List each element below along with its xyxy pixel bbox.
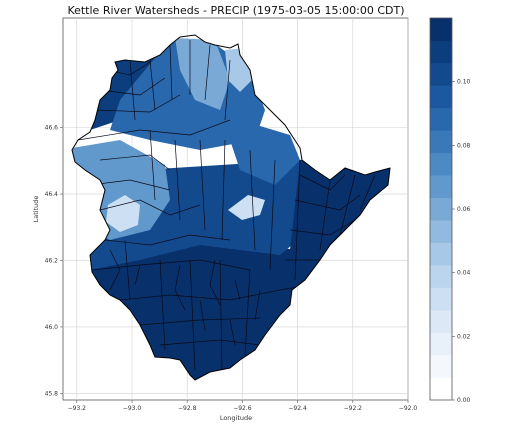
colorbar-swatch — [430, 242, 452, 266]
x-axis-ticks: −93.2 −93.0 −92.8 −92.6 −92.4 −92.2 −92.0 — [68, 400, 418, 412]
region-west-light-pocket — [106, 195, 140, 232]
y-tick-label: 45.8 — [45, 390, 59, 397]
region-north-upper-lobe — [110, 40, 265, 150]
colorbar-tick-label: 0.10 — [457, 79, 471, 86]
colorbar-tick-label: 0.06 — [457, 206, 471, 213]
region-center-light-pocket — [228, 195, 265, 220]
colorbar-swatch — [430, 287, 452, 311]
y-tick-label: 46.6 — [45, 125, 59, 132]
colorbar-swatch — [430, 152, 452, 176]
x-tick-label: −92.2 — [344, 405, 363, 412]
colorbar-swatch — [430, 377, 452, 401]
colorbar-swatch — [430, 62, 452, 86]
colorbar-swatch — [430, 107, 452, 131]
colorbar-swatch — [430, 220, 452, 244]
colorbar-swatch — [430, 355, 452, 378]
x-axis-label: Longitude — [220, 414, 252, 422]
map-title: Kettle River Watersheds - PRECIP (1975-0… — [67, 4, 404, 17]
x-tick-label: −93.0 — [123, 405, 142, 412]
colorbar-swatch — [430, 310, 452, 333]
y-axis-label: Latitude — [32, 196, 40, 223]
colorbar-swatch — [430, 175, 452, 199]
colorbar-swatch — [430, 40, 452, 64]
colorbar-swatch — [430, 130, 452, 154]
y-tick-label: 46.4 — [45, 191, 59, 198]
colorbar-swatch — [430, 85, 452, 109]
colorbar-swatch — [430, 332, 452, 356]
region-north-central-lobe — [175, 38, 230, 110]
colorbar-swatch — [430, 18, 452, 41]
watershed-outline — [71, 34, 391, 381]
y-tick-label: 46.0 — [45, 324, 59, 331]
y-axis-ticks: 45.8 46.0 46.2 46.4 46.6 — [45, 125, 63, 397]
x-tick-label: −92.8 — [178, 405, 197, 412]
colorbar-tick-label: 0.08 — [457, 142, 471, 149]
x-tick-label: −93.2 — [68, 405, 87, 412]
y-tick-label: 46.2 — [45, 257, 59, 264]
colorbar-ticks: 0.00 0.02 0.04 0.06 0.08 0.10 — [452, 79, 471, 404]
colorbar-tick-label: 0.02 — [457, 333, 471, 340]
x-tick-label: −92.4 — [288, 405, 307, 412]
x-tick-label: −92.6 — [233, 405, 252, 412]
x-tick-label: −92.0 — [399, 405, 418, 412]
colorbar-swatch — [430, 197, 452, 221]
colorbar-swatch — [430, 265, 452, 288]
colorbar-tick-label: 0.04 — [457, 270, 471, 277]
colorbar-tick-label: 0.00 — [457, 397, 471, 404]
colorbar — [430, 18, 452, 401]
region-northeast-mid — [230, 120, 300, 185]
